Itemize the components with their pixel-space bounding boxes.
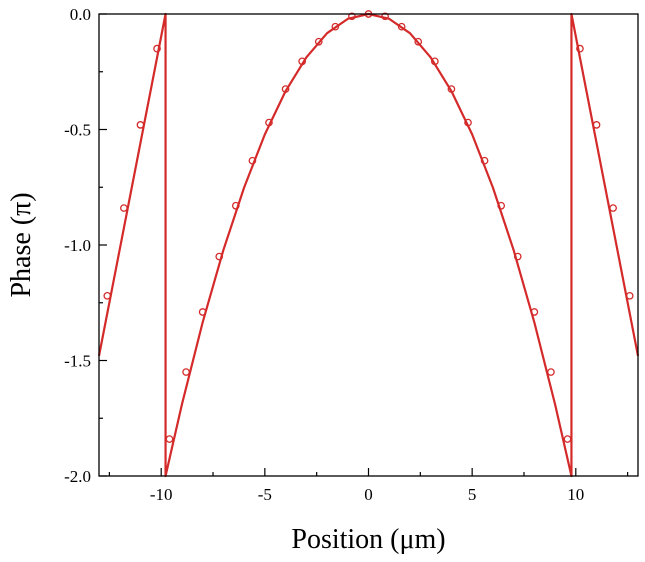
data-point bbox=[103, 291, 112, 300]
y-tick-label: -1.0 bbox=[64, 236, 91, 255]
y-tick-label: -1.5 bbox=[64, 352, 91, 371]
data-point bbox=[576, 44, 584, 53]
data-point bbox=[430, 57, 439, 66]
data-point bbox=[563, 435, 572, 443]
data-point bbox=[414, 37, 423, 46]
data-point bbox=[265, 118, 273, 127]
data-point bbox=[198, 308, 207, 316]
x-axis-title: Position (μm) bbox=[291, 524, 445, 555]
y-axis-ticks: 0.0 -0.5 -1.0 -1.5 -2.0 bbox=[64, 5, 107, 486]
x-tick-label: 5 bbox=[468, 485, 477, 504]
x-tick-label: -10 bbox=[150, 485, 173, 504]
data-point bbox=[215, 252, 224, 261]
x-tick-label: 10 bbox=[567, 485, 584, 504]
data-point bbox=[136, 121, 145, 129]
data-point bbox=[331, 22, 340, 31]
data-point bbox=[314, 37, 323, 46]
data-point bbox=[120, 204, 128, 212]
y-tick-label: -0.5 bbox=[64, 121, 91, 140]
data-point bbox=[592, 121, 601, 129]
data-point bbox=[153, 44, 161, 53]
y-tick-label: 0.0 bbox=[70, 5, 91, 24]
x-tick-label: 0 bbox=[364, 485, 373, 504]
x-tick-label: -5 bbox=[258, 485, 272, 504]
data-point bbox=[609, 204, 617, 212]
data-point bbox=[397, 22, 406, 31]
y-tick-label: -2.0 bbox=[64, 467, 91, 486]
data-point bbox=[480, 156, 489, 165]
data-point bbox=[348, 12, 356, 21]
y-axis-title: Phase (π) bbox=[6, 192, 37, 297]
data-point bbox=[464, 118, 472, 127]
data-point bbox=[381, 12, 389, 21]
data-point bbox=[447, 85, 456, 93]
data-point bbox=[513, 252, 522, 261]
data-point bbox=[298, 57, 307, 66]
data-point bbox=[281, 85, 290, 93]
data-point bbox=[625, 291, 634, 300]
data-point bbox=[248, 156, 257, 165]
data-point bbox=[231, 201, 240, 210]
data-point bbox=[547, 368, 555, 376]
data-point bbox=[497, 201, 506, 210]
data-point bbox=[530, 308, 539, 316]
data-point bbox=[182, 368, 190, 376]
data-point bbox=[165, 435, 174, 443]
x-axis-ticks: -10 -5 0 5 10 bbox=[108, 468, 629, 504]
